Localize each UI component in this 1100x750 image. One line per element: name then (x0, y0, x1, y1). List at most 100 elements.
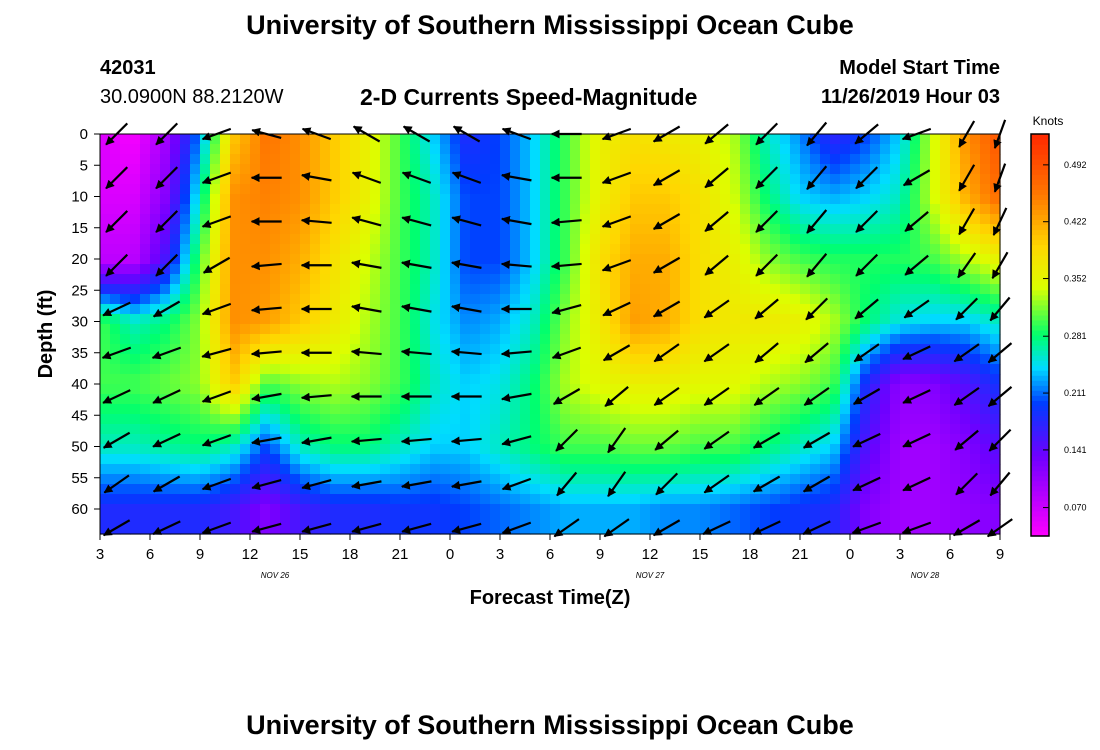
heatmap-cell (990, 434, 1001, 445)
heatmap-cell (180, 524, 191, 535)
heatmap-cell (800, 184, 811, 195)
heatmap-cell (500, 234, 511, 245)
heatmap-cell (590, 144, 601, 155)
heatmap-cell (140, 274, 151, 285)
heatmap-cell (740, 504, 751, 515)
heatmap-cell (750, 134, 761, 145)
heatmap-cell (290, 494, 301, 505)
heatmap-cell (400, 304, 411, 315)
heatmap-cell (360, 484, 371, 495)
heatmap-cell (640, 224, 651, 235)
heatmap-cell (700, 254, 711, 265)
heatmap-cell (500, 384, 511, 395)
heatmap-cell (100, 134, 111, 145)
heatmap-cell (950, 474, 961, 485)
heatmap-cell (340, 504, 351, 515)
heatmap-cell (900, 414, 911, 425)
heatmap-cell (570, 304, 581, 315)
heatmap-cell (890, 134, 901, 145)
heatmap-cell (450, 324, 461, 335)
heatmap-cell (660, 334, 671, 345)
heatmap-cell (730, 354, 741, 365)
heatmap-cell (120, 254, 131, 265)
heatmap-cell (810, 184, 821, 195)
heatmap-cell (510, 274, 521, 285)
heatmap-cell (420, 154, 431, 165)
heatmap-cell (300, 474, 311, 485)
heatmap-cell (680, 364, 691, 375)
heatmap-cell (810, 504, 821, 515)
heatmap-cell (310, 284, 321, 295)
current-vector-arrow (604, 386, 629, 407)
heatmap-cell (480, 514, 491, 525)
heatmap-cell (990, 294, 1001, 305)
current-vector-arrow (351, 171, 382, 184)
heatmap-cell (940, 254, 951, 265)
heatmap-cell (670, 404, 681, 415)
heatmap-cell (250, 384, 261, 395)
heatmap-cell (520, 214, 531, 225)
heatmap-cell (170, 334, 181, 345)
heatmap-cell (320, 464, 331, 475)
heatmap-cell (740, 374, 751, 385)
heatmap-cell (290, 474, 301, 485)
heatmap-cell (810, 274, 821, 285)
heatmap-cell (800, 364, 811, 375)
heatmap-cell (130, 404, 141, 415)
heatmap-cell (820, 154, 831, 165)
heatmap-cell (700, 504, 711, 515)
heatmap-cell (130, 384, 141, 395)
heatmap-cell (430, 194, 441, 205)
heatmap-cell (240, 524, 251, 535)
current-vector-arrow (350, 436, 382, 446)
heatmap-cell (360, 514, 371, 525)
heatmap-cell (820, 224, 831, 235)
heatmap-cell (650, 384, 661, 395)
heatmap-cell (940, 394, 951, 405)
heatmap-cell (860, 234, 871, 245)
heatmap-cell (780, 174, 791, 185)
heatmap-cell (680, 384, 691, 395)
heatmap-cell (970, 524, 981, 535)
heatmap-cell (190, 414, 201, 425)
heatmap-cell (770, 394, 781, 405)
heatmap-cell (950, 424, 961, 435)
heatmap-cell (140, 234, 151, 245)
heatmap-cell (460, 394, 471, 405)
heatmap-cell (380, 224, 391, 235)
heatmap-cell (630, 374, 641, 385)
heatmap-cell (280, 374, 291, 385)
heatmap-cell (950, 514, 961, 525)
heatmap-cell (890, 164, 901, 175)
heatmap-cell (820, 494, 831, 505)
heatmap-cell (140, 354, 151, 365)
heatmap-cell (800, 134, 811, 145)
heatmap-cell (930, 224, 941, 235)
heatmap-cell (410, 394, 421, 405)
heatmap-cell (140, 134, 151, 145)
heatmap-cell (420, 364, 431, 375)
heatmap-cell (750, 384, 761, 395)
heatmap-cell (550, 224, 561, 235)
heatmap-cell (510, 264, 521, 275)
heatmap-cell (270, 474, 281, 485)
heatmap-cell (750, 404, 761, 415)
heatmap-cell (950, 364, 961, 375)
current-vector-arrow (755, 166, 779, 190)
heatmap-cell (740, 204, 751, 215)
heatmap-cell (100, 164, 111, 175)
heatmap-cell (390, 514, 401, 525)
heatmap-cell (860, 144, 871, 155)
heatmap-cell (240, 224, 251, 235)
heatmap-cell (140, 184, 151, 195)
heatmap-cell (280, 134, 291, 145)
heatmap-cell (580, 334, 591, 345)
heatmap-cell (810, 484, 821, 495)
heatmap-cell (620, 184, 631, 195)
heatmap-cell (960, 234, 971, 245)
heatmap-cell (630, 324, 641, 335)
heatmap-cell (320, 384, 331, 395)
heatmap-cell (550, 474, 561, 485)
heatmap-cell (880, 274, 891, 285)
heatmap-cell (690, 254, 701, 265)
